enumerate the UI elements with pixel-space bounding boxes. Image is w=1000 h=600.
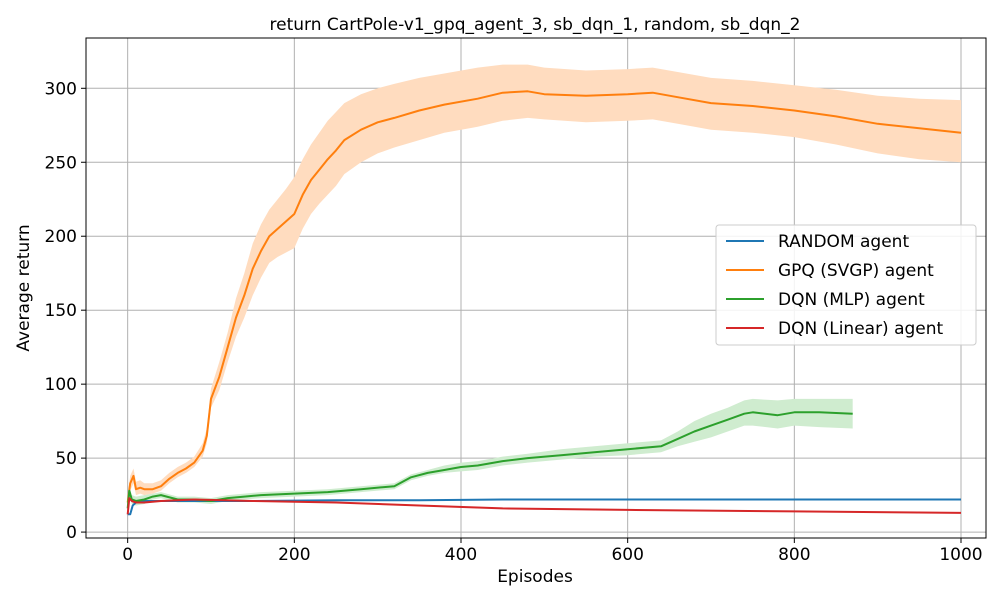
y-tick-label: 150 <box>45 301 77 321</box>
confidence-bands <box>127 64 961 515</box>
x-tick-label: 0 <box>122 545 133 565</box>
y-tick-label: 250 <box>45 153 77 173</box>
dqn-mlp-agent-band <box>127 398 853 515</box>
plot-frame <box>85 37 987 539</box>
chart-title: return CartPole-v1_gpq_agent_3, sb_dqn_1… <box>270 15 801 35</box>
y-axis-ticks: 0 50 100 150 200 250 300 <box>45 79 86 543</box>
y-tick-label: 200 <box>45 227 77 247</box>
x-tick-label: 600 <box>611 545 643 565</box>
legend: RANDOM agent GPQ (SVGP) agent DQN (MLP) ag… <box>715 224 977 346</box>
series-lines <box>126 90 962 516</box>
x-tick-label: 800 <box>778 545 810 565</box>
x-tick-label: 1000 <box>939 545 982 565</box>
dqn-linear-agent-line <box>126 497 962 515</box>
legend-label: DQN (MLP) agent <box>778 290 925 310</box>
y-tick-label: 50 <box>55 449 77 469</box>
y-tick-label: 100 <box>45 375 77 395</box>
y-axis-label: Average return <box>14 224 34 351</box>
x-tick-label: 200 <box>278 545 310 565</box>
legend-box <box>715 224 977 346</box>
dqn-mlp-agent-line <box>126 411 853 509</box>
gpq-svgp-agent-line <box>126 90 962 503</box>
legend-label: DQN (Linear) agent <box>778 319 944 339</box>
gpq-svgp-agent-band <box>127 64 961 510</box>
x-axis-ticks: 0 200 400 600 800 1000 <box>122 538 983 565</box>
x-axis-label: Episodes <box>497 567 573 587</box>
y-tick-label: 300 <box>45 79 77 99</box>
legend-label: GPQ (SVGP) agent <box>778 261 934 281</box>
y-tick-label: 0 <box>66 523 77 543</box>
x-tick-label: 400 <box>445 545 477 565</box>
legend-label: RANDOM agent <box>778 232 909 252</box>
